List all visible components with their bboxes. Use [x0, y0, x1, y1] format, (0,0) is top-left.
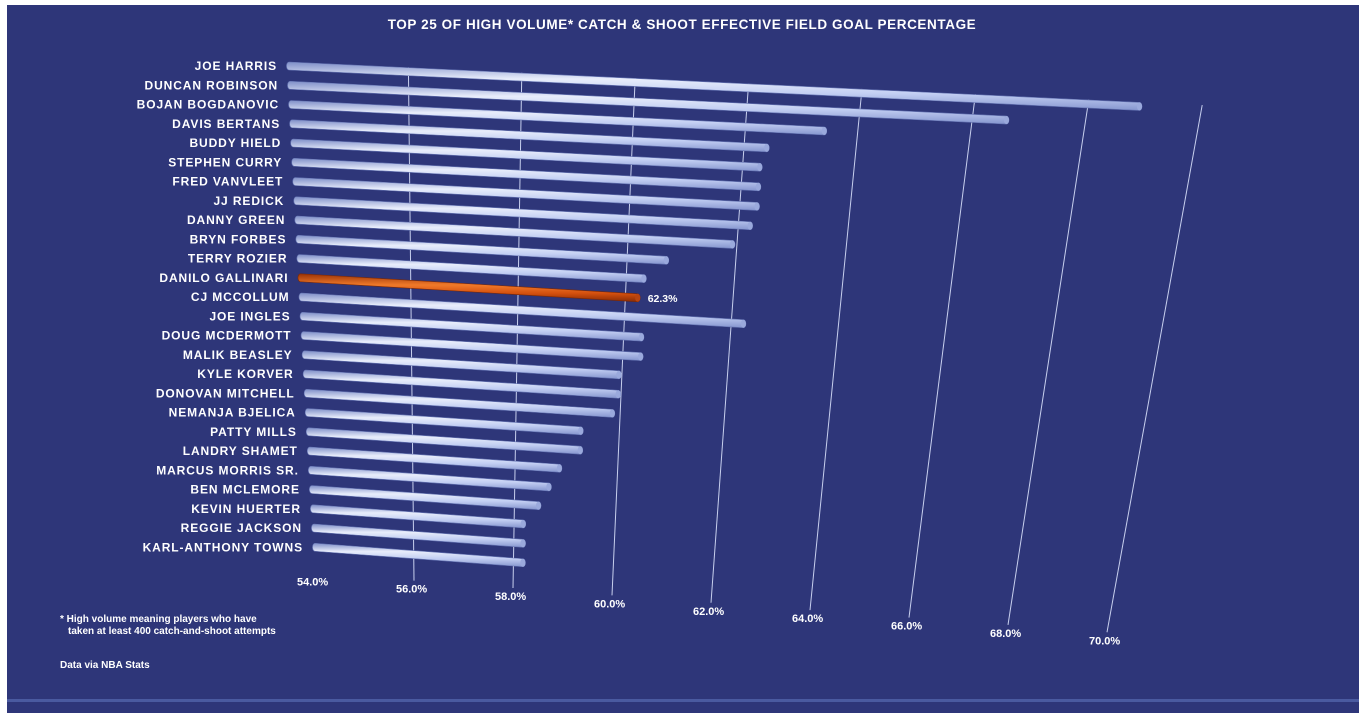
category-label: KEVIN HUERTER — [191, 502, 301, 516]
chart-bottom-strip — [7, 699, 1359, 702]
category-label: FRED VANVLEET — [172, 175, 283, 189]
category-label: BRYN FORBES — [190, 232, 287, 246]
category-label: PATTY MILLS — [210, 425, 297, 439]
gridline-66 — [908, 94, 976, 618]
gridline-70 — [1106, 105, 1203, 633]
footnote-line-1: * High volume meaning players who have — [60, 614, 257, 625]
bar-danilo-gallinari — [297, 273, 641, 303]
category-label: MARCUS MORRIS SR. — [156, 463, 299, 477]
category-label: LANDRY SHAMET — [183, 444, 298, 458]
category-label: CJ MCCOLLUM — [191, 290, 290, 304]
bar-fred-vanvleet — [292, 177, 760, 211]
category-label: KYLE KORVER — [197, 367, 293, 381]
bar-karl-anthony-towns — [312, 542, 526, 568]
category-label: MALIK BEASLEY — [183, 348, 293, 362]
bar-jj-redick — [293, 196, 753, 231]
bar-layer — [286, 61, 1143, 568]
category-label: NEMANJA BJELICA — [169, 406, 296, 420]
category-label: STEPHEN CURRY — [168, 155, 282, 169]
category-label: BUDDY HIELD — [189, 136, 281, 150]
bar-joe-harris — [286, 61, 1143, 111]
bar-bojan-bogdanovic — [288, 100, 828, 136]
tick-label: 64.0% — [792, 613, 823, 625]
footnote: * High volume meaning players who have t… — [60, 614, 276, 638]
tick-label: 68.0% — [990, 628, 1021, 640]
bar-duncan-robinson — [287, 80, 1010, 125]
bar-buddy-hield — [290, 138, 763, 172]
tick-label: 70.0% — [1089, 635, 1120, 647]
category-label: JJ REDICK — [213, 194, 284, 208]
category-label: DOUG MCDERMOTT — [162, 329, 292, 343]
category-label: DONOVAN MITCHELL — [156, 386, 295, 400]
tick-label: 56.0% — [396, 584, 427, 596]
category-label: DANNY GREEN — [187, 213, 285, 227]
category-label: REGGIE JACKSON — [181, 521, 302, 535]
category-label: BEN MCLEMORE — [190, 483, 299, 497]
tick-label: 54.0% — [297, 576, 328, 588]
tick-label: 60.0% — [594, 598, 625, 610]
bar-kyle-korver — [302, 369, 621, 399]
category-label: DANILO GALLINARI — [159, 271, 288, 285]
footnote-line-2: taken at least 400 catch-and-shoot attem… — [68, 626, 276, 637]
bar-nemanja-bjelica — [304, 408, 584, 436]
highlight-data-label: 62.3% — [648, 293, 678, 305]
gridline-64 — [809, 88, 863, 611]
bar-donovan-mitchell — [303, 388, 616, 418]
bar-joe-ingles — [299, 311, 645, 342]
bar-doug-mcdermott — [300, 331, 644, 361]
chart-title: TOP 25 OF HIGH VOLUME* CATCH & SHOOT EFF… — [388, 17, 977, 32]
bar-davis-bertans — [289, 119, 770, 153]
bar-ben-mclemore — [309, 485, 542, 510]
bar-landry-shamet — [307, 446, 563, 473]
bar-stephen-curry — [291, 157, 762, 192]
tick-label-layer: 54.0% 56.0% 58.0% 60.0% 62.0% 64.0% 66.0% 68.0%… — [297, 576, 1120, 647]
tick-label: 66.0% — [891, 621, 922, 633]
category-label: DUNCAN ROBINSON — [145, 78, 279, 92]
category-label: TERRY ROZIER — [188, 252, 287, 266]
category-label-layer: JOE HARRIS DUNCAN ROBINSON BOJAN BOGDANOVI… — [137, 59, 678, 554]
category-label: BOJAN BOGDANOVIC — [137, 98, 279, 112]
category-label: JOE INGLES — [209, 309, 290, 323]
bar-reggie-jackson — [311, 523, 526, 548]
bar-terry-rozier — [296, 254, 647, 283]
source-note: Data via NBA Stats — [60, 660, 150, 671]
bar-danny-green — [294, 215, 736, 249]
tick-label: 62.0% — [693, 606, 724, 618]
bar-cj-mccollum — [298, 292, 747, 329]
tick-label: 58.0% — [495, 591, 526, 603]
category-label: JOE HARRIS — [195, 59, 277, 73]
gridline-68 — [1007, 99, 1090, 625]
bar-malik-beasley — [301, 350, 622, 380]
bar-kevin-huerter — [310, 504, 527, 529]
bar-bryn-forbes — [295, 234, 670, 265]
category-label: KARL-ANTHONY TOWNS — [143, 540, 303, 554]
bar-patty-mills — [305, 427, 584, 455]
category-label: DAVIS BERTANS — [172, 117, 280, 131]
bar-marcus-morris-sr — [308, 465, 552, 492]
